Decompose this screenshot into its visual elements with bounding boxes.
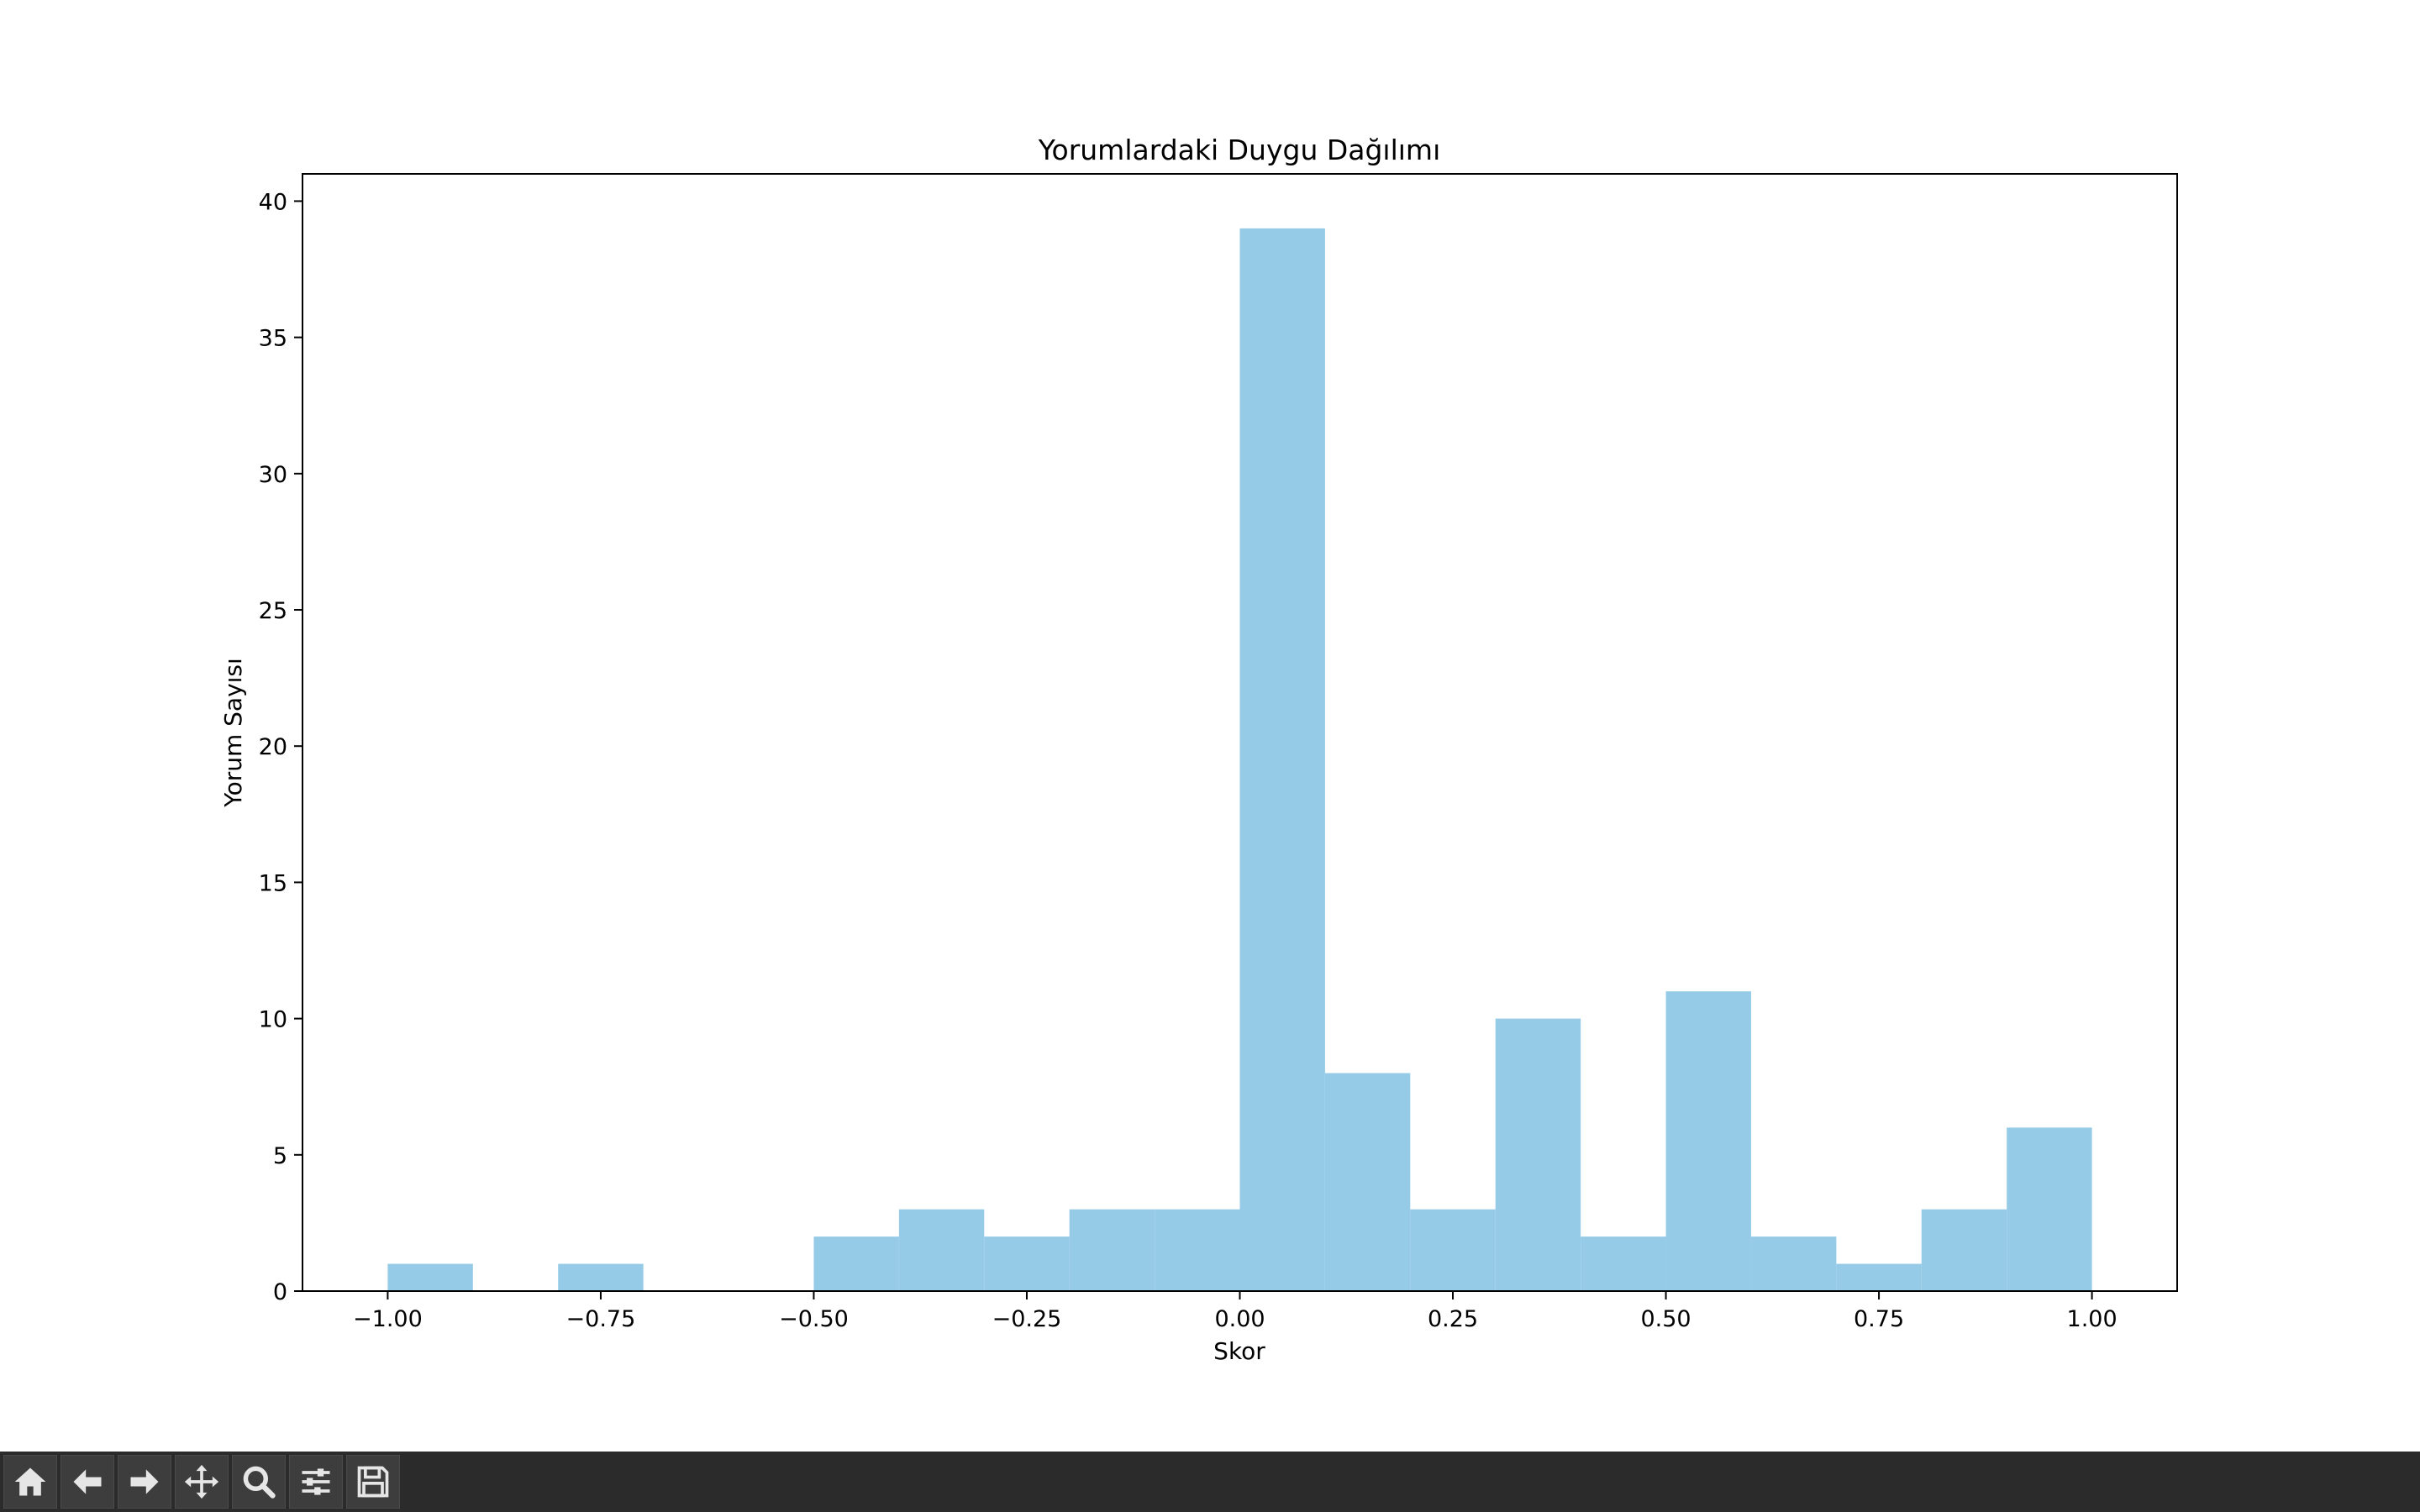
x-axis: −1.00 −0.75 −0.50 −0.25 0.00 0.25 0.50 0.75 1.00 <box>353 1291 2118 1332</box>
home-icon <box>14 1467 46 1496</box>
magnifier-icon <box>243 1466 276 1499</box>
histogram-bar <box>1921 1209 2007 1291</box>
x-axis-label: Skor <box>1213 1337 1265 1365</box>
arrow-right-icon <box>130 1469 159 1494</box>
x-tick-label: −0.75 <box>566 1306 636 1332</box>
y-tick-label: 0 <box>273 1279 287 1305</box>
histogram-bar <box>558 1263 644 1291</box>
x-tick-label: 1.00 <box>2067 1306 2118 1332</box>
configure-subplots-button[interactable] <box>289 1455 343 1509</box>
histogram-bar <box>1495 1018 1581 1291</box>
y-axis-label: Yorum Sayısı <box>219 658 247 808</box>
x-tick-label: 0.75 <box>1854 1306 1904 1332</box>
x-tick-label: 0.50 <box>1640 1306 1691 1332</box>
histogram-bar <box>1155 1209 1240 1291</box>
y-tick-label: 35 <box>259 326 287 352</box>
back-button[interactable] <box>60 1455 114 1509</box>
bars-group <box>387 228 2092 1291</box>
y-tick-label: 15 <box>259 870 287 896</box>
histogram-bar <box>1069 1209 1155 1291</box>
histogram-bar <box>1239 228 1325 1291</box>
histogram-bar <box>1324 1073 1411 1291</box>
x-tick-label: 0.25 <box>1428 1306 1478 1332</box>
save-button[interactable] <box>346 1455 400 1509</box>
x-tick-label: −0.25 <box>992 1306 1062 1332</box>
histogram-bar <box>1836 1263 1922 1291</box>
sliders-icon <box>302 1468 330 1495</box>
histogram-bar <box>898 1209 985 1291</box>
histogram-chart: Yorumlardaki Duygu Dağılımı −1.00 −0.75 −0… <box>219 134 2178 1365</box>
y-tick-label: 5 <box>273 1143 287 1169</box>
histogram-bar <box>1750 1236 1837 1291</box>
histogram-bar <box>1410 1209 1496 1291</box>
toolbar <box>0 1452 2420 1512</box>
move-icon <box>184 1464 219 1499</box>
forward-button[interactable] <box>118 1455 171 1509</box>
x-tick-label: −0.50 <box>779 1306 849 1332</box>
zoom-button[interactable] <box>232 1455 286 1509</box>
y-axis: 0 5 10 15 20 25 30 35 40 <box>259 189 302 1305</box>
histogram-bar <box>387 1263 473 1291</box>
x-tick-label: 0.00 <box>1214 1306 1265 1332</box>
arrow-left-icon <box>73 1469 102 1494</box>
pan-button[interactable] <box>175 1455 229 1509</box>
y-tick-label: 25 <box>259 598 287 624</box>
histogram-bar <box>984 1236 1070 1291</box>
chart-title: Yorumlardaki Duygu Dağılımı <box>1038 134 1441 166</box>
x-tick-label: −1.00 <box>353 1306 423 1332</box>
y-tick-label: 40 <box>259 189 287 215</box>
histogram-bar <box>1665 991 1751 1291</box>
home-button[interactable] <box>3 1455 57 1509</box>
histogram-bar <box>2007 1127 2092 1291</box>
floppy-disk-icon <box>357 1466 389 1498</box>
figure: Yorumlardaki Duygu Dağılımı −1.00 −0.75 −0… <box>219 134 2178 1365</box>
y-tick-label: 10 <box>259 1007 287 1033</box>
y-tick-label: 20 <box>259 734 287 760</box>
histogram-bar <box>1581 1236 1666 1291</box>
y-tick-label: 30 <box>259 462 287 488</box>
histogram-bar <box>813 1236 899 1291</box>
